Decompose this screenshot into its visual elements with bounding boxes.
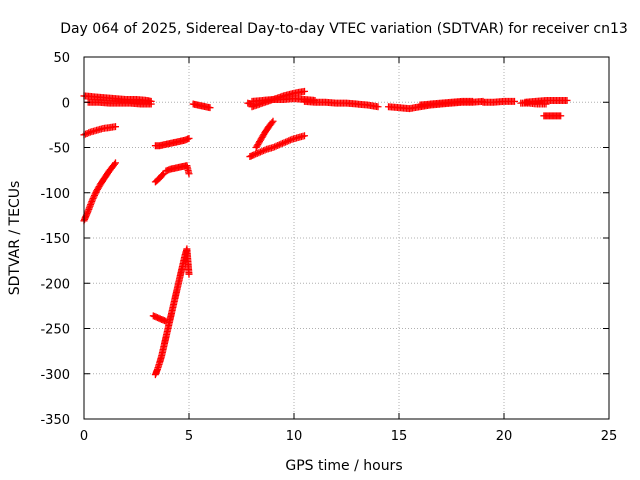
series-markers <box>189 100 214 112</box>
series-track-c <box>80 123 119 139</box>
x-axis-label: GPS time / hours <box>285 458 402 474</box>
series-markers <box>80 123 119 139</box>
y-tick-label: -50 <box>49 142 70 157</box>
x-tick-label: 0 <box>80 429 88 444</box>
series-track-j <box>189 100 214 112</box>
series-markers <box>80 159 119 225</box>
series-track-d <box>80 159 119 225</box>
series-track-i <box>162 162 193 178</box>
series-track-r <box>416 97 476 109</box>
y-tick-label: 0 <box>62 96 70 111</box>
x-tick-label: 5 <box>185 429 193 444</box>
series-track-o <box>244 99 256 108</box>
series-markers <box>151 245 193 379</box>
series-track-h <box>151 134 193 150</box>
series-track-p <box>301 97 382 111</box>
x-tick-label: 20 <box>496 429 513 444</box>
series-track-f <box>151 245 193 379</box>
chart-title: Day 064 of 2025, Sidereal Day-to-day VTE… <box>60 21 628 37</box>
axis-ticks: 0 5 10 15 20 25 -350 -300 -250 -200 -150 -100 -50 0 50 <box>40 51 617 444</box>
y-tick-label: -100 <box>40 187 70 202</box>
data-series <box>80 87 571 379</box>
series-track-k <box>246 132 308 161</box>
x-tick-label: 25 <box>601 429 618 444</box>
series-track-s <box>479 97 518 106</box>
series-markers <box>540 112 565 120</box>
series-track-u <box>517 99 550 108</box>
series-markers <box>151 170 168 186</box>
y-axis-label: SDTVAR / TECUs <box>7 181 23 296</box>
y-tick-label: -150 <box>40 232 70 247</box>
y-tick-label: -300 <box>40 368 70 383</box>
y-tick-label: -350 <box>40 413 70 428</box>
series-track-l <box>252 117 277 151</box>
series-markers <box>149 312 170 325</box>
series-markers <box>246 132 308 161</box>
series-track-e <box>151 170 168 186</box>
x-tick-label: 15 <box>391 429 408 444</box>
series-markers <box>301 97 382 111</box>
series-markers <box>252 117 277 151</box>
series-markers <box>517 99 550 108</box>
series-markers <box>244 99 256 108</box>
y-tick-label: -250 <box>40 323 70 338</box>
y-tick-label: 50 <box>53 51 70 66</box>
y-tick-label: -200 <box>40 277 70 292</box>
series-markers <box>416 97 476 109</box>
x-tick-label: 10 <box>286 429 303 444</box>
series-markers <box>479 97 518 106</box>
grid-lines <box>84 57 609 419</box>
series-markers <box>162 162 193 178</box>
series-track-v <box>540 112 565 120</box>
series-markers <box>151 134 193 150</box>
series-track-g <box>149 312 170 325</box>
